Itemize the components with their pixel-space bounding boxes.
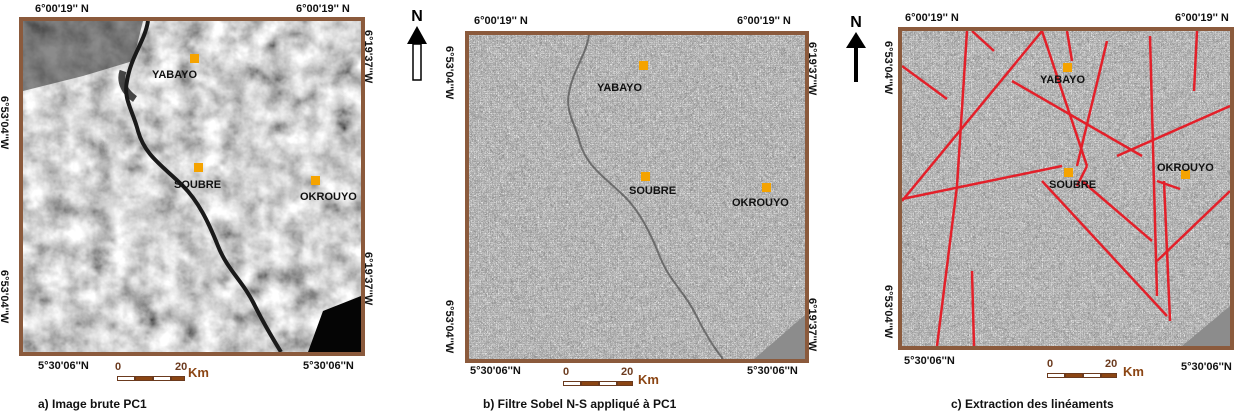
top-left-coord: 6°00'19'' N xyxy=(35,3,89,15)
soubre-label: SOUBRE xyxy=(174,179,222,191)
bottom-left-coord: 5°30'06''N xyxy=(470,365,521,377)
caption-a: a) Image brute PC1 xyxy=(38,397,147,411)
scale-bar: 0 20 Km xyxy=(561,366,659,390)
scale-bar: 0 20 Km xyxy=(1045,358,1145,382)
okrouyo-label: OKROUYO xyxy=(1157,162,1214,174)
left-bottom-vcoord: 6°53'04''W xyxy=(882,285,894,339)
bottom-left-coord: 5°30'06''N xyxy=(38,360,89,372)
soubre-marker xyxy=(1064,168,1073,177)
map-image-lineaments xyxy=(898,27,1234,350)
scale-zero: 0 xyxy=(563,366,570,378)
left-bottom-vcoord: 6°53'04''W xyxy=(0,270,10,324)
yabayo-label: YABAYO xyxy=(152,69,198,81)
bottom-right-coord: 5°30'06''N xyxy=(747,365,798,377)
scale-zero: 0 xyxy=(1047,358,1054,370)
bottom-left-coord: 5°30'06''N xyxy=(904,355,955,367)
left-bottom-vcoord: 6°53'04''W xyxy=(443,300,455,354)
bottom-right-coord: 5°30'06''N xyxy=(303,360,354,372)
top-right-coord: 6°00'19'' N xyxy=(737,15,791,27)
north-label: N xyxy=(411,8,423,25)
soubre-label: SOUBRE xyxy=(1049,179,1097,191)
left-top-vcoord: 6°53'04''W xyxy=(882,41,894,95)
scale-twenty: 20 xyxy=(1105,358,1118,370)
scale-zero: 0 xyxy=(115,361,122,373)
scale-twenty: 20 xyxy=(175,361,188,373)
yabayo-marker xyxy=(639,61,648,70)
okrouyo-marker xyxy=(762,183,771,192)
soubre-marker xyxy=(194,163,203,172)
north-arrow-icon xyxy=(407,26,427,81)
okrouyo-marker xyxy=(1181,170,1190,179)
yabayo-marker xyxy=(1063,63,1072,72)
soubre-marker xyxy=(641,172,650,181)
map-image-sobel xyxy=(465,31,809,363)
yabayo-label: YABAYO xyxy=(597,82,643,94)
lineaments xyxy=(902,31,1230,346)
scale-unit: Km xyxy=(638,372,659,387)
scale-unit: Km xyxy=(188,365,209,380)
left-top-vcoord: 6°53'04''W xyxy=(0,96,10,150)
top-left-coord: 6°00'19'' N xyxy=(474,15,528,27)
top-right-coord: 6°00'19'' N xyxy=(1175,12,1229,24)
top-left-coord: 6°00'19'' N xyxy=(905,12,959,24)
map-image-raw xyxy=(19,17,365,356)
caption-c: c) Extraction des linéaments xyxy=(951,397,1114,411)
scale-twenty: 20 xyxy=(621,366,634,378)
caption-b: b) Filtre Sobel N-S appliqué à PC1 xyxy=(483,397,677,411)
left-top-vcoord: 6°53'04''W xyxy=(443,46,455,100)
scale-bar: 0 20 Km xyxy=(115,361,209,385)
yabayo-label: YABAYO xyxy=(1040,74,1086,86)
okrouyo-marker xyxy=(311,176,320,185)
yabayo-marker xyxy=(190,54,199,63)
top-right-coord: 6°00'19'' N xyxy=(296,3,350,15)
north-label: N xyxy=(850,14,862,31)
okrouyo-label: OKROUYO xyxy=(300,191,357,203)
scale-unit: Km xyxy=(1123,364,1144,379)
okrouyo-label: OKROUYO xyxy=(732,197,789,209)
north-arrow-1: N xyxy=(405,8,429,89)
north-arrow-2: N xyxy=(844,14,868,89)
bottom-right-coord: 5°30'06''N xyxy=(1181,361,1232,373)
soubre-label: SOUBRE xyxy=(629,185,677,197)
north-arrow-icon xyxy=(846,32,866,82)
